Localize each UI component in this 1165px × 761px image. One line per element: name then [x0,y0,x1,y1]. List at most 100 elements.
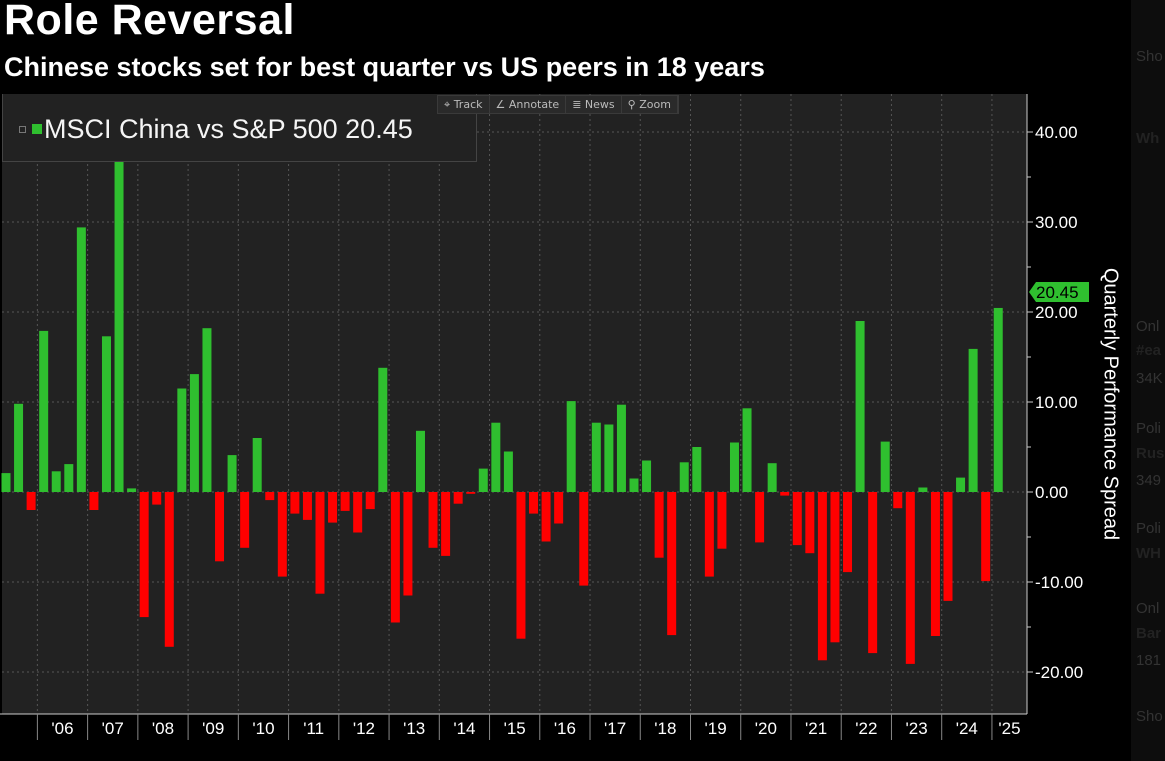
bar [516,492,526,639]
bar [1,473,11,492]
bar [591,422,601,492]
x-tick-label: '14 [453,719,475,738]
magnifier-icon: ⚲ [627,98,640,111]
annotate-button[interactable]: ∠ Annotate [490,96,567,113]
bar [114,144,124,492]
bar [817,492,827,661]
x-tick-label: '17 [604,719,626,738]
legend[interactable]: MSCI China vs S&P 500 20.45 [2,94,477,162]
bar [566,401,576,492]
bar [441,492,451,556]
bar [792,492,802,546]
bar [14,403,24,492]
bar [667,492,677,636]
bar [679,462,689,492]
y-tick-label: 10.00 [1035,393,1078,412]
bar [616,404,626,492]
x-tick-label: '08 [152,719,174,738]
sidebar-text-fragment: Onl [1136,600,1160,617]
bar [101,336,111,492]
bar [554,492,564,524]
pencil-icon: ∠ [495,98,509,111]
bar [76,227,86,492]
bar [629,478,639,492]
bar [89,492,99,510]
track-button[interactable]: ⌖ Track [438,96,490,113]
bar [466,492,476,494]
sidebar-text-fragment: Onl [1136,318,1160,335]
bar [315,492,325,594]
x-tick-label: '24 [956,719,978,738]
bar [378,367,388,492]
news-button[interactable]: ≣ News [566,96,622,113]
x-tick-label: '25 [998,719,1020,738]
x-tick-label: '20 [755,719,777,738]
bar [152,492,162,505]
bar [39,330,49,492]
bar [390,492,400,623]
x-tick-label: '15 [504,719,526,738]
sidebar-text-fragment: Sho [1136,708,1163,725]
bar [428,492,438,548]
bar [855,321,865,492]
bar [189,374,199,492]
news-icon: ≣ [572,98,585,111]
bar [868,492,878,654]
bar [227,455,237,492]
bar [26,492,36,510]
bar [642,460,652,492]
sidebar-text-fragment: Poli [1136,520,1162,537]
last-value-tag [1029,281,1089,302]
y-axis-title: Quarterly Performance Spread [1099,267,1122,541]
y-tick-label: 20.00 [1035,303,1078,322]
gridlines [2,94,1027,714]
x-tick-label: '18 [654,719,676,738]
legend-swatch [32,124,42,134]
bar [729,442,739,492]
x-tick-label: '16 [554,719,576,738]
sidebar-text-fragment: #ea [1136,342,1162,359]
bar [780,492,790,496]
sidebar-text-fragment: 349 [1136,472,1162,489]
bar [403,492,413,596]
y-axis: 40.00 30.00 20.00 10.00 0.00 -10.00 -20.00 20.4… [1026,94,1089,714]
bar [265,492,275,501]
last-value-label: 20.45 [1036,283,1079,302]
bar [215,492,225,562]
bars [1,144,1003,664]
bar [240,492,250,548]
sidebar-text-fragment: Rus [1136,445,1165,462]
y-tick-label: 0.00 [1035,483,1068,502]
bar [64,464,74,492]
bar [541,492,551,542]
bar [830,492,840,643]
chart-subtitle: Chinese stocks set for best quarter vs U… [4,52,765,82]
bar [943,492,953,601]
bar [918,487,928,492]
bar [127,488,137,492]
x-tick-label: '23 [906,719,928,738]
sidebar-text-fragment: Sho [1136,48,1163,65]
bar [139,492,149,618]
legend-toggle-icon[interactable] [19,126,26,133]
bar [930,492,940,636]
bar [742,408,752,492]
bar [905,492,915,664]
y-tick-label: -20.00 [1035,663,1083,682]
y-tick-label: -10.00 [1035,573,1083,592]
bar [654,492,664,558]
bar [252,438,262,492]
sidebar-text-fragment: 181 [1136,652,1162,669]
bar [503,451,513,492]
bar [880,441,890,492]
bar [51,471,61,492]
sidebar-text-fragment: WH [1136,545,1161,562]
legend-last-value: 20.45 [345,114,413,144]
bar [692,447,702,492]
bar [491,422,501,492]
zoom-button[interactable]: ⚲ Zoom [622,96,678,113]
crosshair-icon: ⌖ [444,98,454,111]
sidebar-text-fragment: Poli [1136,420,1162,437]
sidebar-text-fragment: Bar [1136,625,1162,642]
x-tick-label: '11 [303,719,324,738]
